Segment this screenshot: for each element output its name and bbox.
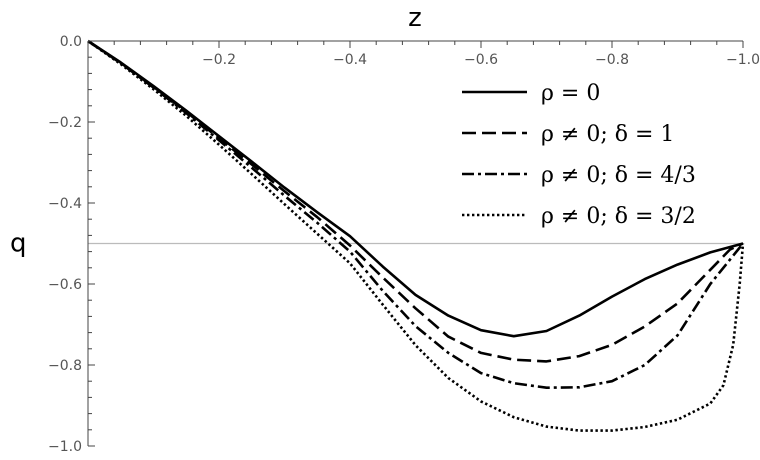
x-tick-label: −1.0 (726, 52, 760, 68)
y-axis-title: q (10, 229, 27, 259)
series-layer (87, 39, 745, 432)
y-tick-label: −0.4 (48, 196, 82, 212)
y-tick-label: −0.6 (48, 277, 82, 293)
series-line-3 (87, 39, 745, 432)
legend-label-2: ρ ≠ 0; δ = 4/3 (541, 163, 696, 188)
series-line-1 (87, 39, 744, 363)
x-tick-label: −0.4 (333, 52, 367, 68)
axes-layer (87, 40, 743, 446)
legend-label-1: ρ ≠ 0; δ = 1 (541, 122, 674, 147)
legend-label-3: ρ ≠ 0; δ = 3/2 (541, 204, 696, 229)
legend-label-0: ρ = 0 (541, 81, 600, 106)
y-tick-label: −0.8 (48, 358, 82, 374)
legend: ρ = 0 ρ ≠ 0; δ = 1 ρ ≠ 0; δ = 4/3 ρ ≠ 0; δ … (462, 81, 696, 229)
x-tick-label: −0.6 (464, 52, 498, 68)
x-axis-title: z (408, 3, 422, 33)
series-line-0 (87, 39, 744, 338)
y-tick-label: −0.2 (48, 115, 82, 131)
ticks-layer: −0.2 −0.4 −0.6 −0.8 −1.0 0.0 −0.2 −0.4 −0.6 −0.8 −… (48, 34, 760, 455)
x-tick-label: −0.8 (595, 52, 629, 68)
x-tick-label: −0.2 (202, 52, 236, 68)
series-line-2 (87, 39, 745, 389)
y-tick-label: −1.0 (48, 439, 82, 455)
y-tick-label: 0.0 (60, 34, 82, 50)
